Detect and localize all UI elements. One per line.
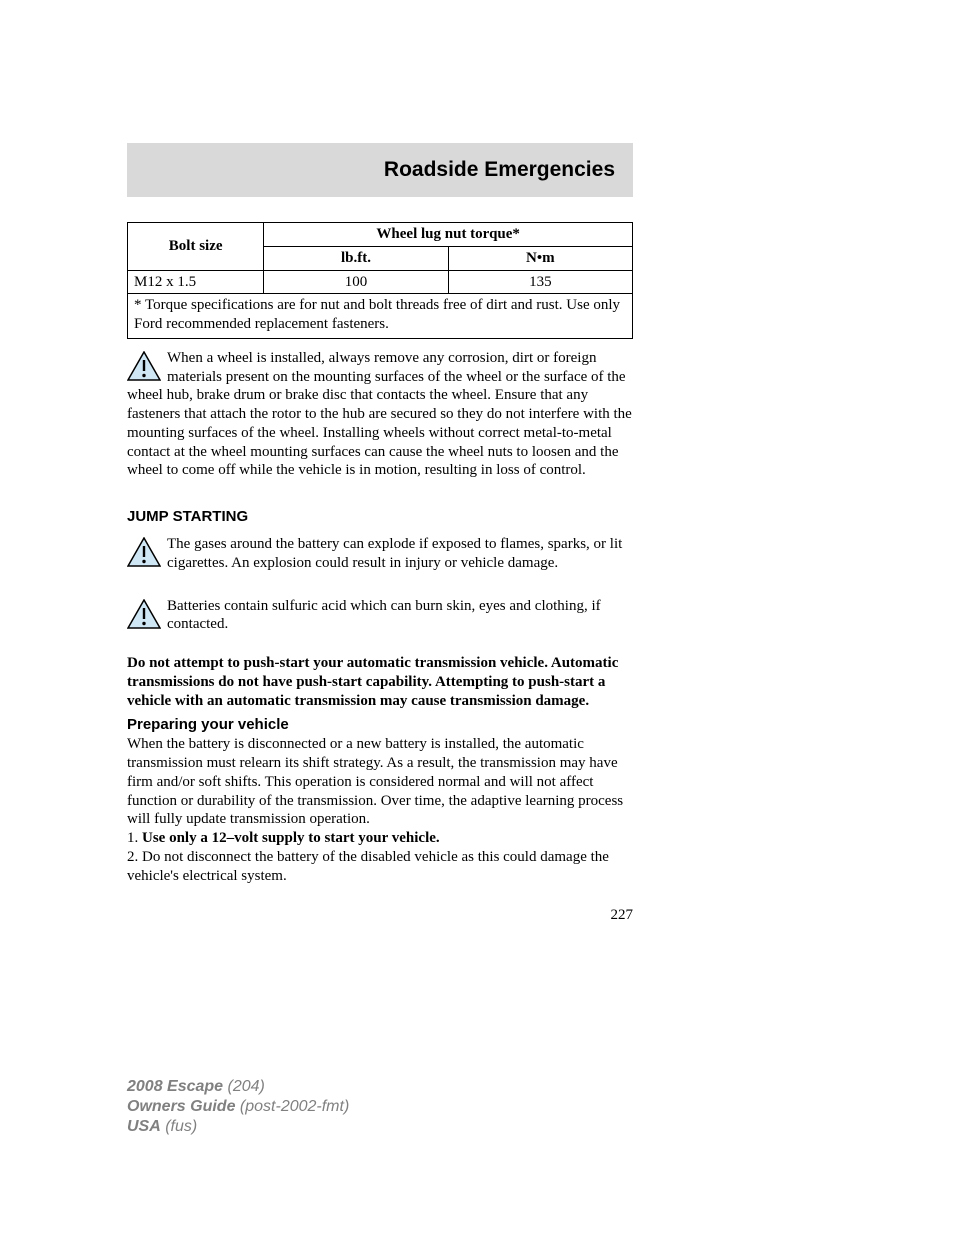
push-start-warning: Do not attempt to push-start your automa…: [127, 654, 633, 710]
td-footnote: * Torque specifications are for nut and …: [128, 294, 633, 339]
warning-icon: [127, 351, 161, 381]
preparing-body: When the battery is disconnected or a ne…: [127, 735, 633, 829]
td-lbft: 100: [264, 270, 448, 294]
warning-icon: [127, 537, 161, 567]
td-bolt: M12 x 1.5: [128, 270, 264, 294]
page-number: 227: [127, 907, 633, 924]
step-1-prefix: 1.: [127, 830, 142, 846]
footer-vehicle: 2008 Escape: [127, 1078, 223, 1095]
warning-battery-acid: Batteries contain sulfuric acid which ca…: [127, 597, 633, 635]
step-2: 2. Do not disconnect the battery of the …: [127, 848, 633, 886]
footer-region: USA: [127, 1118, 161, 1135]
footer-guide-fmt: (post-2002-fmt): [235, 1098, 349, 1115]
warning-wheel-install: When a wheel is installed, always remove…: [127, 349, 633, 480]
footer-line-3: USA (fus): [127, 1117, 349, 1137]
th-nm: N•m: [448, 246, 632, 270]
heading-jump-starting: JUMP STARTING: [127, 508, 633, 525]
torque-table: Bolt size Wheel lug nut torque* lb.ft. N…: [127, 222, 633, 339]
th-torque-span: Wheel lug nut torque*: [264, 223, 633, 247]
chapter-title: Roadside Emergencies: [384, 158, 615, 182]
th-bolt-size: Bolt size: [128, 223, 264, 271]
warning-text: When a wheel is installed, always remove…: [127, 350, 632, 479]
table-row: Bolt size Wheel lug nut torque*: [128, 223, 633, 247]
page-content: Bolt size Wheel lug nut torque* lb.ft. N…: [127, 222, 633, 924]
warning-icon: [127, 599, 161, 629]
footer-vehicle-code: (204): [223, 1078, 265, 1095]
footer-line-2: Owners Guide (post-2002-fmt): [127, 1097, 349, 1117]
chapter-header-band: Roadside Emergencies: [127, 143, 633, 197]
table-row: M12 x 1.5 100 135: [128, 270, 633, 294]
td-nm: 135: [448, 270, 632, 294]
footer-region-code: (fus): [161, 1118, 197, 1135]
th-lbft: lb.ft.: [264, 246, 448, 270]
footer-block: 2008 Escape (204) Owners Guide (post-200…: [127, 1077, 349, 1137]
warning-text: The gases around the battery can explode…: [167, 536, 622, 571]
table-row: * Torque specifications are for nut and …: [128, 294, 633, 339]
footer-guide: Owners Guide: [127, 1098, 235, 1115]
warning-text: Batteries contain sulfuric acid which ca…: [167, 598, 601, 633]
step-1-bold: Use only a 12–volt supply to start your …: [142, 830, 440, 846]
warning-battery-gases: The gases around the battery can explode…: [127, 535, 633, 573]
heading-preparing-vehicle: Preparing your vehicle: [127, 716, 633, 733]
footer-line-1: 2008 Escape (204): [127, 1077, 349, 1097]
step-1: 1. Use only a 12–volt supply to start yo…: [127, 829, 633, 848]
